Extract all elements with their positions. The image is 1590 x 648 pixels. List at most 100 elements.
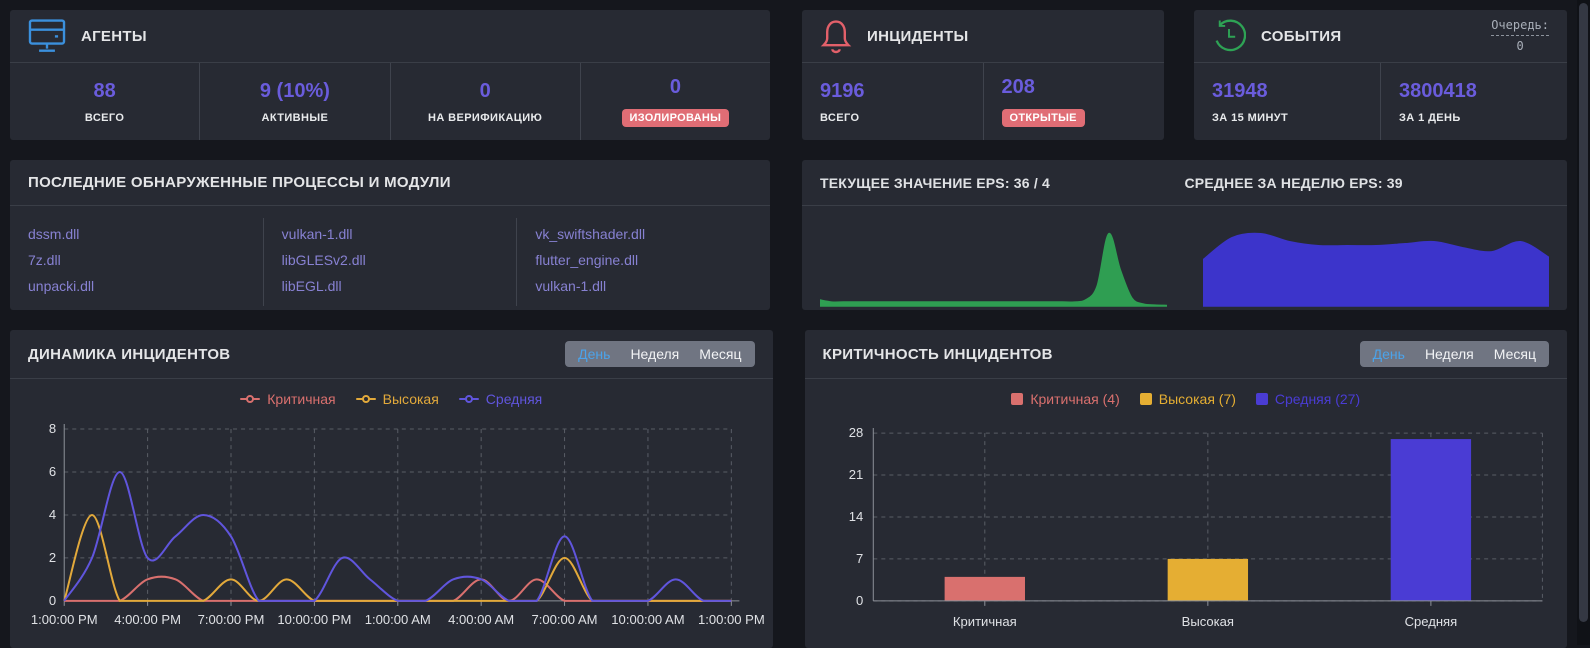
svg-text:7: 7 bbox=[855, 551, 862, 566]
events-stats: 31948 ЗА 15 МИНУТ 3800418 ЗА 1 ДЕНЬ bbox=[1194, 63, 1567, 140]
dynamics-legend: Критичная Высокая Средняя bbox=[10, 383, 773, 415]
dynamics-tab-day[interactable]: День bbox=[578, 346, 611, 362]
eps-current-chart bbox=[802, 223, 1185, 310]
agents-isolated-value: 0 bbox=[669, 76, 681, 98]
bell-icon bbox=[820, 18, 852, 54]
eps-weekly-area-chart bbox=[1202, 232, 1549, 307]
agents-active-label: АКТИВНЫЕ bbox=[261, 111, 329, 124]
agents-total-label: ВСЕГО bbox=[84, 111, 125, 124]
events-15min-value: 31948 bbox=[1212, 79, 1268, 102]
agents-verification-value: 0 bbox=[479, 79, 491, 102]
svg-text:1:00:00 PM: 1:00:00 PM bbox=[698, 612, 765, 627]
dynamics-card-header: ДИНАМИКА ИНЦИДЕНТОВ День Неделя Месяц bbox=[10, 330, 773, 379]
agents-stat-verification: 0 НА ВЕРИФИКАЦИЮ bbox=[389, 63, 580, 140]
events-queue-value: 0 bbox=[1516, 39, 1524, 53]
svg-text:10:00:00 PM: 10:00:00 PM bbox=[277, 612, 351, 627]
agents-verification-label: НА ВЕРИФИКАЦИЮ bbox=[427, 111, 543, 124]
dynamics-plot: 0 2 4 6 8 1:00:00 PM 4:00:00 PM 7:00:00 PM 10:00… bbox=[10, 415, 773, 648]
incidents-stat-open: 208 ОТКРЫТЫЕ bbox=[982, 63, 1165, 140]
criticality-tab-group: День Неделя Месяц bbox=[1359, 341, 1549, 367]
svg-text:4:00:00 PM: 4:00:00 PM bbox=[114, 612, 181, 627]
legend-label: Средняя (27) bbox=[1274, 391, 1361, 407]
events-1day-value: 3800418 bbox=[1399, 79, 1477, 102]
svg-text:7:00:00 PM: 7:00:00 PM bbox=[198, 612, 265, 627]
svg-text:0: 0 bbox=[49, 593, 56, 608]
incident-criticality-bar-chart: 0 7 14 21 28 Критичная Высокая Средняя bbox=[848, 425, 1543, 629]
process-link[interactable]: libEGL.dll bbox=[281, 278, 342, 294]
criticality-tab-week[interactable]: Неделя bbox=[1424, 346, 1474, 362]
agents-stats: 88 ВСЕГО 9 (10%) АКТИВНЫЕ 0 НА ВЕРИФИКАЦ… bbox=[10, 63, 770, 140]
svg-text:6: 6 bbox=[49, 464, 56, 479]
process-link[interactable]: 7z.dll bbox=[28, 252, 61, 268]
agents-total-value: 88 bbox=[93, 79, 116, 102]
processes-column-3: vk_swiftshader.dll flutter_engine.dll vu… bbox=[516, 218, 770, 306]
eps-weekly-chart bbox=[1185, 223, 1568, 310]
square-marker-icon bbox=[1139, 393, 1152, 405]
svg-text:8: 8 bbox=[49, 421, 56, 436]
charts-row: ДИНАМИКА ИНЦИДЕНТОВ День Неделя Месяц Кр… bbox=[10, 330, 1567, 648]
criticality-card-header: КРИТИЧНОСТЬ ИНЦИДЕНТОВ День Неделя Месяц bbox=[804, 330, 1567, 379]
process-link[interactable]: libGLESv2.dll bbox=[281, 252, 366, 268]
processes-column-2: vulkan-1.dll libGLESv2.dll libEGL.dll bbox=[262, 218, 517, 306]
criticality-tab-day[interactable]: День bbox=[1372, 346, 1405, 362]
dynamics-tab-month[interactable]: Месяц bbox=[699, 346, 742, 362]
events-card-header: СОБЫТИЯ Очередь: 0 bbox=[1194, 10, 1567, 63]
incidents-total-label: ВСЕГО bbox=[820, 111, 860, 124]
legend-item-medium[interactable]: Средняя bbox=[458, 391, 543, 407]
legend-item-high-count[interactable]: Высокая (7) bbox=[1139, 391, 1236, 407]
agents-card: АГЕНТЫ 88 ВСЕГО 9 (10%) АКТИВНЫЕ 0 НА ВЕ… bbox=[10, 10, 770, 140]
process-link[interactable]: vulkan-1.dll bbox=[535, 278, 607, 294]
legend-item-critical-count[interactable]: Критичная (4) bbox=[1011, 391, 1120, 407]
legend-label: Критичная bbox=[267, 391, 336, 407]
criticality-legend: Критичная (4) Высокая (7) Средняя (27) bbox=[805, 383, 1568, 415]
svg-text:14: 14 bbox=[848, 509, 863, 524]
legend-label: Высокая (7) bbox=[1158, 391, 1236, 407]
open-badge: ОТКРЫТЫЕ bbox=[1001, 109, 1085, 127]
svg-text:7:00:00 AM: 7:00:00 AM bbox=[532, 612, 598, 627]
dynamics-card-title: ДИНАМИКА ИНЦИДЕНТОВ bbox=[28, 345, 231, 363]
agents-card-title: АГЕНТЫ bbox=[81, 27, 147, 45]
process-link[interactable]: vk_swiftshader.dll bbox=[535, 226, 646, 242]
eps-charts bbox=[802, 206, 1567, 310]
criticality-plot: 0 7 14 21 28 Критичная Высокая Средняя bbox=[805, 415, 1568, 648]
events-queue-label: Очередь: bbox=[1491, 18, 1549, 36]
svg-text:28: 28 bbox=[848, 425, 863, 440]
svg-text:4: 4 bbox=[49, 507, 56, 522]
incident-dynamics-card: ДИНАМИКА ИНЦИДЕНТОВ День Неделя Месяц Кр… bbox=[10, 330, 773, 648]
eps-current-title: ТЕКУЩЕЕ ЗНАЧЕНИЕ EPS: 36 / 4 bbox=[820, 174, 1051, 191]
page-scrollbar[interactable] bbox=[1577, 0, 1590, 645]
legend-item-critical[interactable]: Критичная bbox=[240, 391, 336, 407]
scrollbar-thumb[interactable] bbox=[1579, 3, 1588, 623]
process-link[interactable]: unpacki.dll bbox=[28, 278, 95, 294]
incident-criticality-card: КРИТИЧНОСТЬ ИНЦИДЕНТОВ День Неделя Месяц… bbox=[804, 330, 1568, 648]
isolated-badge: ИЗОЛИРОВАНЫ bbox=[621, 109, 730, 127]
eps-card: ТЕКУЩЕЕ ЗНАЧЕНИЕ EPS: 36 / 4 СРЕДНЕЕ ЗА … bbox=[802, 160, 1567, 310]
svg-text:21: 21 bbox=[848, 467, 863, 482]
square-marker-icon bbox=[1255, 393, 1268, 405]
process-link[interactable]: flutter_engine.dll bbox=[535, 252, 639, 268]
legend-item-high[interactable]: Высокая bbox=[355, 391, 439, 407]
square-marker-icon bbox=[1011, 393, 1024, 405]
events-queue: Очередь: 0 bbox=[1491, 18, 1549, 53]
agents-stat-isolated: 0 ИЗОЛИРОВАНЫ bbox=[579, 63, 770, 140]
process-link[interactable]: vulkan-1.dll bbox=[281, 226, 353, 242]
legend-label: Критичная (4) bbox=[1030, 391, 1120, 407]
events-15min-label: ЗА 15 МИНУТ bbox=[1212, 111, 1289, 124]
process-link[interactable]: dssm.dll bbox=[28, 226, 80, 242]
eps-current-area-chart bbox=[820, 232, 1167, 307]
criticality-card-title: КРИТИЧНОСТЬ ИНЦИДЕНТОВ bbox=[822, 345, 1053, 363]
history-clock-icon bbox=[1212, 19, 1246, 53]
eps-card-header: ТЕКУЩЕЕ ЗНАЧЕНИЕ EPS: 36 / 4 СРЕДНЕЕ ЗА … bbox=[802, 160, 1567, 206]
middle-row: ПОСЛЕДНИЕ ОБНАРУЖЕННЫЕ ПРОЦЕССЫ И МОДУЛИ… bbox=[10, 160, 1567, 310]
legend-item-medium-count[interactable]: Средняя (27) bbox=[1255, 391, 1361, 407]
eps-weekly-title: СРЕДНЕЕ ЗА НЕДЕЛЮ EPS: 39 bbox=[1184, 174, 1403, 191]
criticality-tab-month[interactable]: Месяц bbox=[1493, 346, 1536, 362]
dynamics-tab-week[interactable]: Неделя bbox=[630, 346, 680, 362]
incidents-card: ИНЦИДЕНТЫ 9196 ВСЕГО 208 ОТКРЫТЫЕ bbox=[802, 10, 1164, 140]
legend-label: Средняя bbox=[485, 391, 543, 407]
incidents-card-header: ИНЦИДЕНТЫ bbox=[802, 10, 1164, 63]
stat-cards-row: АГЕНТЫ 88 ВСЕГО 9 (10%) АКТИВНЫЕ 0 НА ВЕ… bbox=[10, 10, 1567, 140]
svg-text:Высокая: Высокая bbox=[1181, 614, 1233, 629]
incident-dynamics-line-chart: 0 2 4 6 8 1:00:00 PM 4:00:00 PM 7:00:00 PM 10:00… bbox=[31, 421, 765, 627]
